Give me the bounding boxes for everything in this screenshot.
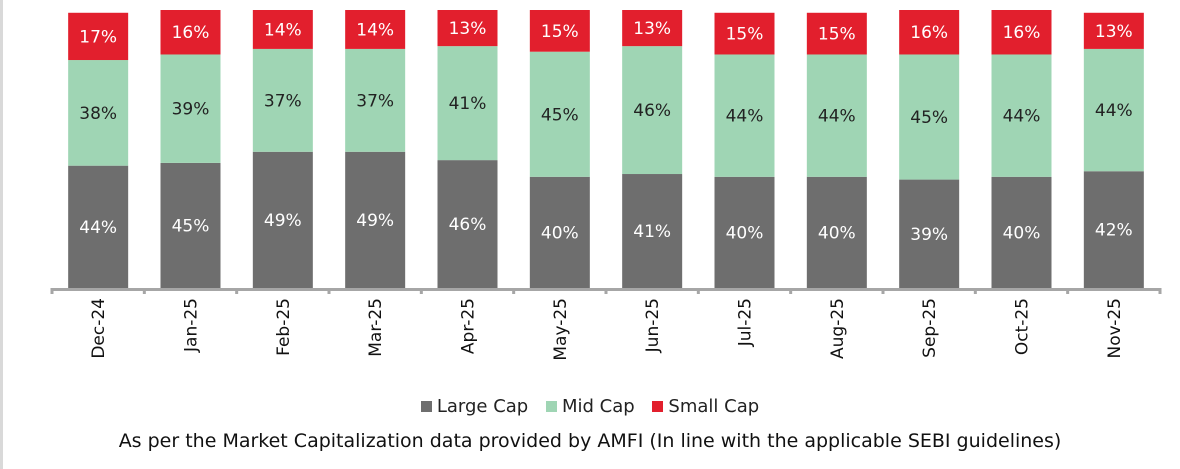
data-label: 45% <box>172 216 210 236</box>
footnote: As per the Market Capitalization data pr… <box>118 430 1062 452</box>
data-label: 15% <box>726 25 764 45</box>
bar-large-cap <box>437 160 498 288</box>
bar-small-cap <box>345 10 406 49</box>
bar-large-cap <box>622 174 683 288</box>
x-tick-label: Mar-25 <box>366 298 386 357</box>
data-label: 16% <box>172 23 210 43</box>
data-label: 13% <box>1095 22 1133 42</box>
x-tick-label: Jun-25 <box>643 298 663 353</box>
left-border <box>0 0 3 469</box>
legend-label: Mid Cap <box>561 396 635 417</box>
bar-mid-cap <box>68 60 129 166</box>
x-tick-label: May-25 <box>551 298 571 361</box>
bar-small-cap <box>252 10 313 49</box>
bar-mid-cap <box>991 54 1052 177</box>
data-label: 17% <box>79 27 117 47</box>
bar-large-cap <box>899 179 960 288</box>
data-label: 39% <box>172 100 210 120</box>
data-label: 40% <box>1003 223 1041 243</box>
bar-large-cap <box>68 165 129 288</box>
bar-large-cap <box>345 151 406 288</box>
bar-large-cap <box>806 176 867 288</box>
data-label: 44% <box>818 107 856 127</box>
legend-label: Large Cap <box>436 396 529 417</box>
bar-mid-cap <box>806 54 867 177</box>
data-label: 37% <box>356 91 394 111</box>
data-label: 41% <box>633 222 671 242</box>
x-tick-label: Dec-24 <box>89 298 109 359</box>
bar-large-cap <box>252 151 313 288</box>
x-tick-label: Jul-25 <box>736 298 756 347</box>
bar-mid-cap <box>345 48 406 152</box>
x-tick-label: Apr-25 <box>459 298 479 354</box>
data-label: 15% <box>541 22 579 42</box>
bar-small-cap <box>68 12 129 61</box>
data-label: 45% <box>541 105 579 125</box>
bar-large-cap <box>529 176 590 288</box>
bar-mid-cap <box>160 54 221 163</box>
bar-mid-cap <box>1083 48 1144 172</box>
bar-mid-cap <box>622 46 683 175</box>
bar-small-cap <box>160 10 221 55</box>
data-label: 37% <box>264 91 302 111</box>
data-label: 42% <box>1095 221 1133 241</box>
data-label: 15% <box>818 25 856 45</box>
data-label: 14% <box>264 20 302 40</box>
data-label: 49% <box>356 211 394 231</box>
bar-mid-cap <box>252 48 313 152</box>
legend-item-small-cap: Small Cap <box>652 396 759 417</box>
bar-large-cap <box>714 176 775 288</box>
data-label: 40% <box>726 223 764 243</box>
stacked-bar-chart: 44% 38% 17% Dec-24 45% 39% 16% Jan-25 49% 37% 14% F… <box>50 10 1162 361</box>
bar-mid-cap <box>529 51 590 177</box>
bar-small-cap <box>806 12 867 55</box>
bar-large-cap <box>991 176 1052 288</box>
legend-swatch <box>420 401 432 412</box>
x-tick-label: Oct-25 <box>1013 298 1033 355</box>
data-label: 14% <box>356 20 394 40</box>
bar-small-cap <box>714 12 775 55</box>
legend-swatch <box>652 401 664 412</box>
data-label: 41% <box>449 94 487 114</box>
bar-small-cap <box>1083 12 1144 49</box>
x-tick-label: Sep-25 <box>920 298 940 358</box>
bar-large-cap <box>160 162 221 288</box>
bar-mid-cap <box>714 54 775 177</box>
bar-small-cap <box>529 10 590 52</box>
data-label: 39% <box>910 225 948 245</box>
data-label: 46% <box>633 101 671 121</box>
legend: Large Cap Mid Cap Small Cap <box>0 396 1180 417</box>
data-label: 13% <box>449 19 487 39</box>
legend-swatch <box>545 401 557 412</box>
legend-item-large-cap: Large Cap <box>420 396 529 417</box>
data-label: 49% <box>264 211 302 231</box>
x-tick-label: Aug-25 <box>828 298 848 359</box>
legend-label: Small Cap <box>668 396 760 417</box>
data-label: 38% <box>79 104 117 124</box>
data-label: 40% <box>818 223 856 243</box>
data-label: 45% <box>910 108 948 128</box>
data-label: 16% <box>910 23 948 43</box>
bar-large-cap <box>1083 171 1144 288</box>
bar-small-cap <box>622 10 683 47</box>
data-label: 44% <box>1003 107 1041 127</box>
bar-mid-cap <box>899 54 960 180</box>
x-tick-label: Nov-25 <box>1105 298 1125 359</box>
bar-small-cap <box>437 10 498 47</box>
data-label: 46% <box>449 215 487 235</box>
data-label: 44% <box>1095 101 1133 121</box>
data-label: 13% <box>633 19 671 39</box>
x-tick-label: Feb-25 <box>274 298 294 356</box>
legend-item-mid-cap: Mid Cap <box>545 396 635 417</box>
bar-small-cap <box>991 10 1052 55</box>
bar-mid-cap <box>437 46 498 161</box>
data-label: 44% <box>79 218 117 238</box>
data-label: 44% <box>726 107 764 127</box>
x-tick-label: Jan-25 <box>182 298 202 353</box>
data-label: 40% <box>541 223 579 243</box>
bar-small-cap <box>899 10 960 55</box>
data-label: 16% <box>1003 23 1041 43</box>
